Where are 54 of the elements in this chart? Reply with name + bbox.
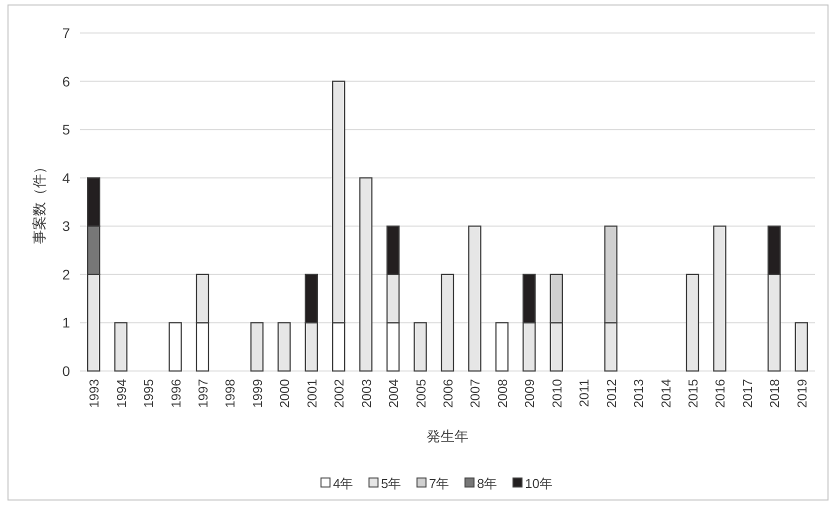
y-tick-label: 5 bbox=[62, 122, 70, 138]
legend-label: 7年 bbox=[429, 476, 450, 491]
legend-label: 4年 bbox=[333, 476, 354, 491]
y-axis-title: 事案数（件） bbox=[31, 160, 47, 244]
x-tick-label: 1994 bbox=[114, 379, 129, 408]
y-tick-label: 2 bbox=[62, 266, 70, 282]
x-tick-label: 2015 bbox=[686, 379, 700, 408]
bar bbox=[114, 322, 128, 372]
x-tick-label: 1999 bbox=[250, 379, 265, 408]
bar bbox=[168, 322, 182, 372]
x-tick-label: 1993 bbox=[86, 379, 102, 408]
x-tick-label: 2001 bbox=[304, 379, 320, 408]
x-tick-label: 2007 bbox=[468, 379, 483, 408]
x-tick-label: 2009 bbox=[522, 379, 538, 408]
x-tick-label: 2000 bbox=[277, 379, 292, 408]
bar bbox=[468, 226, 482, 372]
x-tick-label: 2010 bbox=[549, 379, 564, 408]
bar bbox=[359, 177, 372, 372]
bar bbox=[250, 322, 264, 372]
legend-label: 5年 bbox=[381, 476, 402, 491]
x-tick-label: 1995 bbox=[141, 379, 156, 408]
x-tick-label: 1997 bbox=[196, 379, 210, 408]
y-tick-label: 1 bbox=[62, 314, 70, 331]
x-tick-label: 2018 bbox=[767, 379, 782, 408]
y-tick-label: 6 bbox=[62, 73, 70, 90]
y-tick-label: 7 bbox=[62, 25, 70, 41]
x-tick-label: 2016 bbox=[712, 379, 728, 408]
bar bbox=[713, 226, 726, 372]
x-axis-title: 発生年 bbox=[426, 428, 468, 444]
bar bbox=[686, 274, 700, 372]
legend-label: 10年 bbox=[525, 476, 552, 491]
bar bbox=[414, 322, 427, 372]
x-tick-label: 2011 bbox=[576, 379, 592, 407]
x-tick-label: 2013 bbox=[631, 379, 646, 408]
x-tick-label: 1998 bbox=[222, 379, 238, 408]
bar bbox=[440, 274, 454, 372]
y-tick-label: 0 bbox=[62, 363, 70, 379]
x-tick-label: 2012 bbox=[604, 379, 619, 408]
bar bbox=[794, 322, 808, 372]
x-tick-label: 2006 bbox=[440, 379, 456, 408]
x-tick-label: 2017 bbox=[740, 379, 755, 408]
x-tick-label: 2008 bbox=[494, 379, 510, 408]
x-tick-label: 2003 bbox=[358, 379, 374, 408]
bar bbox=[495, 322, 509, 372]
x-tick-label: 2014 bbox=[658, 379, 674, 408]
y-tick-label: 4 bbox=[62, 170, 70, 186]
x-tick-label: 2005 bbox=[413, 379, 428, 408]
y-tick-label: 3 bbox=[62, 218, 70, 234]
x-tick-label: 2004 bbox=[386, 379, 402, 408]
x-tick-label: 1996 bbox=[168, 379, 184, 408]
bar bbox=[278, 322, 291, 372]
x-tick-label: 2002 bbox=[332, 379, 347, 408]
x-tick-label: 2019 bbox=[794, 379, 810, 408]
legend-label: 8年 bbox=[477, 476, 498, 491]
